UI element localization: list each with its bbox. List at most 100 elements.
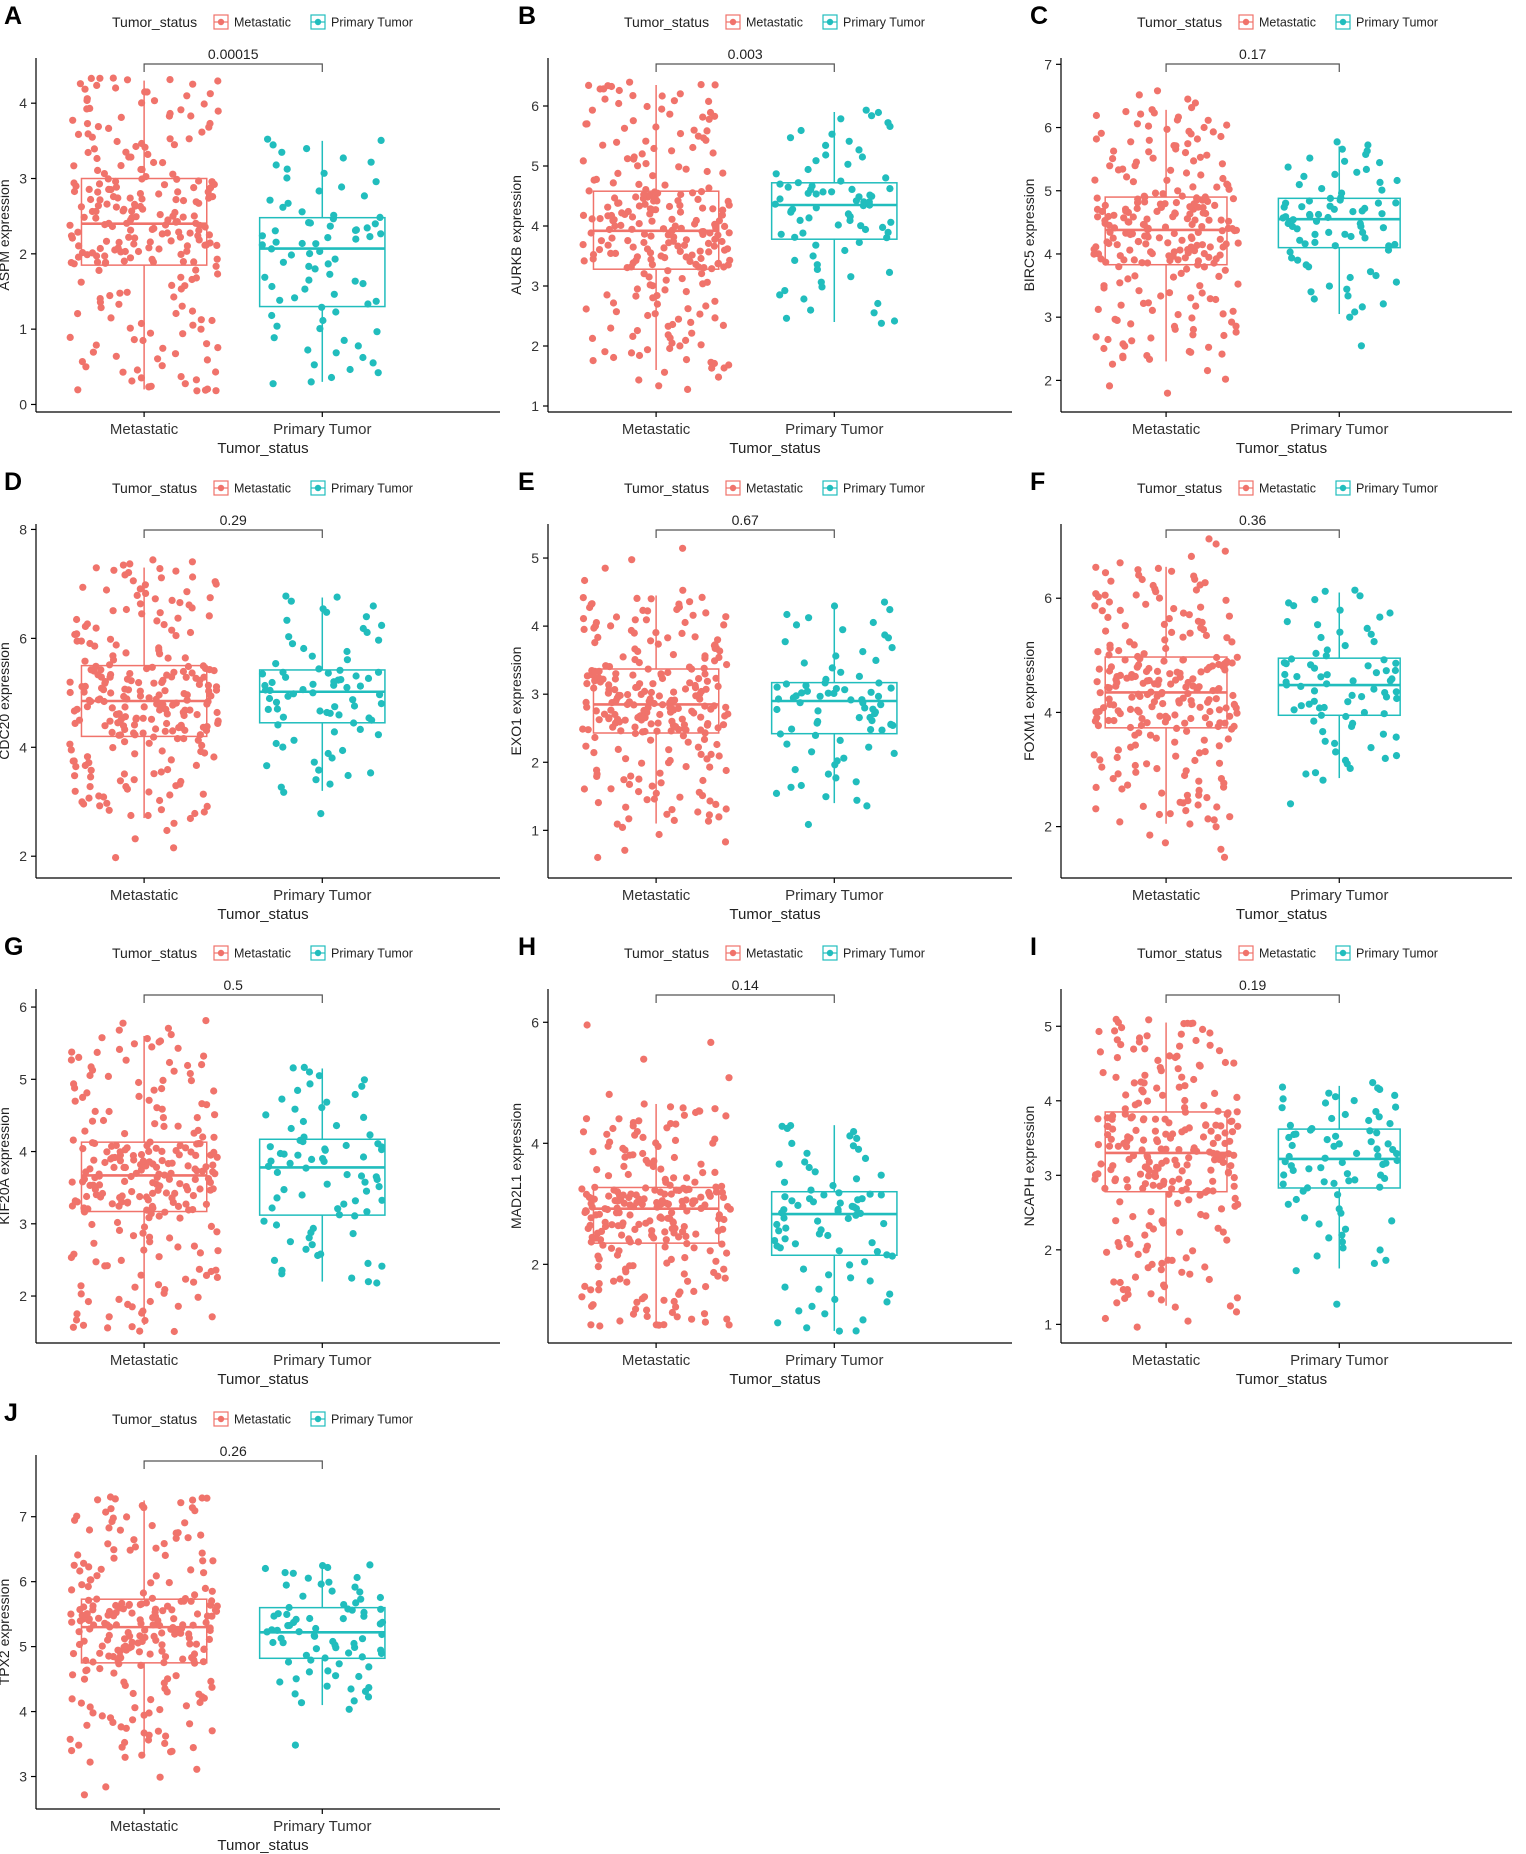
data-point: [1310, 687, 1319, 695]
data-point: [312, 1624, 320, 1633]
data-point: [1134, 1250, 1142, 1258]
data-point: [695, 1107, 703, 1115]
data-point: [1167, 680, 1175, 688]
data-point: [1317, 633, 1325, 642]
data-point: [1185, 347, 1193, 356]
data-point: [1127, 138, 1135, 146]
data-point: [272, 161, 280, 169]
data-point: [1186, 820, 1194, 828]
data-point: [1307, 288, 1315, 296]
data-point: [366, 233, 374, 241]
data-point: [1100, 704, 1108, 712]
data-point: [1147, 688, 1155, 696]
data-point: [1132, 158, 1140, 166]
data-point: [1197, 624, 1205, 632]
data-point: [1366, 268, 1375, 276]
data-point: [1115, 263, 1123, 271]
data-point: [151, 595, 159, 603]
data-point: [1161, 839, 1169, 847]
data-point: [268, 1204, 276, 1212]
panel-label: H: [518, 933, 536, 961]
data-point: [1223, 1236, 1231, 1244]
data-point: [622, 755, 630, 763]
data-point: [1160, 1281, 1168, 1289]
data-point: [340, 1601, 348, 1609]
data-point: [817, 1226, 825, 1234]
data-point: [585, 81, 593, 89]
data-point: [1310, 697, 1318, 705]
data-point: [1187, 552, 1195, 561]
data-point: [1137, 1078, 1145, 1086]
data-point: [142, 1193, 151, 1201]
data-point: [109, 193, 118, 201]
data-point: [623, 155, 632, 163]
data-point: [285, 633, 293, 641]
legend-label: Primary Tumor: [843, 482, 925, 496]
data-point: [359, 353, 367, 362]
data-point: [1189, 675, 1197, 683]
data-point: [1216, 235, 1224, 243]
data-point: [203, 340, 211, 348]
data-point: [352, 1599, 360, 1607]
legend-label: Metastatic: [1259, 16, 1316, 30]
data-point: [629, 332, 637, 340]
data-point: [711, 314, 719, 322]
data-point: [700, 664, 708, 672]
data-point: [808, 748, 816, 756]
data-point: [324, 749, 332, 758]
data-point: [1341, 756, 1350, 765]
box-primary-tumor: [1277, 592, 1401, 779]
data-point: [725, 361, 733, 369]
data-point: [635, 1220, 643, 1228]
data-point: [279, 258, 287, 266]
x-axis-label: Tumor_status: [217, 1371, 308, 1388]
data-point: [357, 1595, 365, 1603]
data-point: [1222, 704, 1230, 712]
data-point: [1139, 220, 1147, 229]
x-tick-label: Metastatic: [1132, 1352, 1201, 1369]
data-point: [155, 190, 163, 198]
data-point: [1216, 251, 1224, 259]
data-point: [369, 359, 377, 367]
data-point: [627, 772, 635, 780]
data-point: [1341, 642, 1349, 650]
data-point: [1221, 547, 1229, 555]
data-point: [1201, 714, 1209, 722]
data-point: [1221, 1129, 1229, 1137]
data-point: [658, 1197, 666, 1205]
data-point: [1346, 313, 1354, 321]
data-point: [706, 108, 715, 117]
data-point: [601, 564, 609, 572]
data-point: [670, 1153, 679, 1162]
data-point: [619, 1144, 627, 1152]
data-point: [112, 352, 120, 360]
data-point: [328, 1587, 336, 1595]
data-point: [94, 166, 102, 174]
data-point: [179, 213, 187, 221]
data-point: [681, 685, 690, 693]
data-point: [794, 179, 802, 187]
data-point: [72, 763, 80, 771]
data-point: [1351, 308, 1359, 316]
data-point: [70, 1250, 78, 1258]
data-point: [836, 1199, 844, 1207]
data-point: [1121, 1110, 1129, 1118]
data-point: [1185, 611, 1193, 619]
data-point: [364, 300, 372, 308]
data-point: [170, 293, 178, 301]
data-point: [654, 640, 662, 648]
data-point: [579, 725, 587, 733]
p-value-label: 0.14: [732, 977, 759, 993]
data-point: [161, 1551, 169, 1559]
data-point: [781, 287, 789, 295]
data-point: [378, 621, 386, 630]
data-point: [306, 250, 314, 258]
data-point: [1181, 1104, 1189, 1112]
data-point: [1164, 1256, 1172, 1264]
data-point: [107, 1505, 115, 1513]
data-point: [1134, 706, 1142, 714]
data-point: [1388, 1217, 1396, 1225]
data-point: [1307, 661, 1315, 669]
data-point: [141, 88, 149, 96]
data-point: [1188, 314, 1196, 322]
